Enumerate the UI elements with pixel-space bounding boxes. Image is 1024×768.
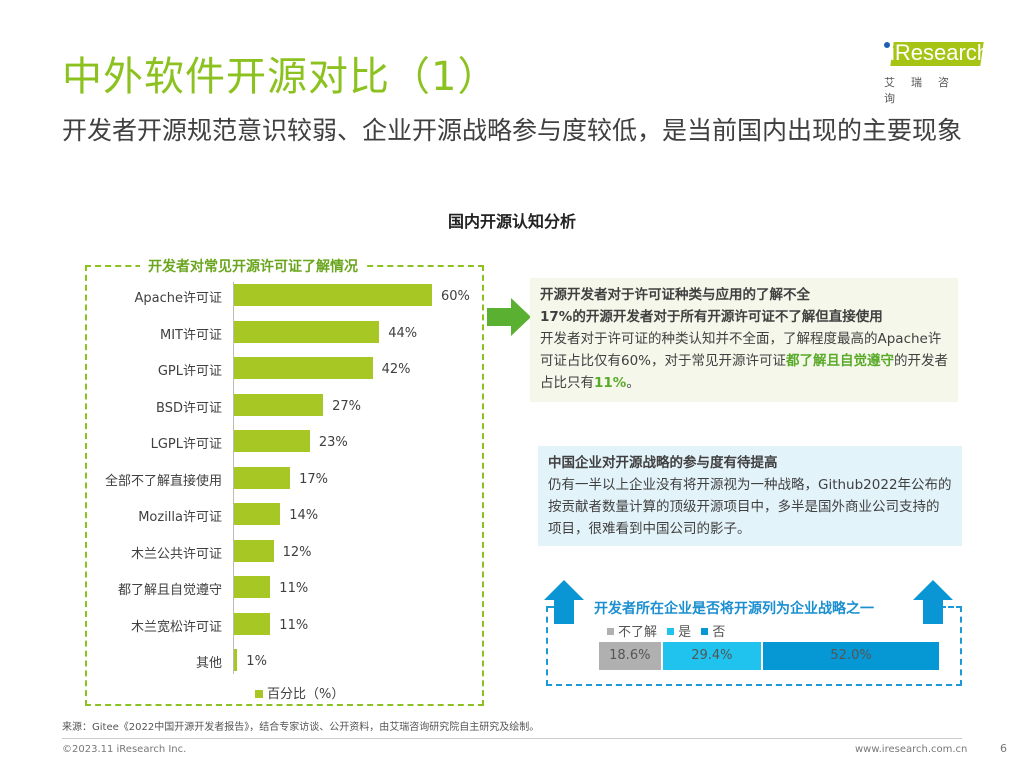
- stack-segment: 52.0%: [763, 642, 939, 670]
- category-label: Apache许可证: [134, 291, 223, 306]
- data-label: 23%: [318, 435, 348, 450]
- strategy-chart-title: 开发者所在企业是否将开源列为企业战略之一: [594, 601, 874, 617]
- category-label: LGPL许可证: [150, 437, 222, 452]
- arrow-up-icon: [544, 580, 584, 624]
- copyright: ©2023.11 iResearch Inc.: [62, 744, 187, 755]
- legend-swatch: [255, 690, 263, 698]
- arrow-up-icon: [913, 580, 953, 624]
- license-chart-title: 开发者对常见开源许可证了解情况: [140, 256, 366, 276]
- enterprise-insight-box: 中国企业对开源战略的参与度有待提高 仍有一半以上企业没有将开源视为一种战略，Gi…: [538, 446, 962, 546]
- website-link[interactable]: www.iresearch.com.cn: [855, 744, 968, 755]
- arrow-right-icon: [487, 298, 531, 336]
- data-label: 14%: [289, 508, 319, 523]
- category-label: GPL许可证: [157, 364, 222, 379]
- insight-body: 开发者对于许可证的种类认知并不全面，了解程度最高的Apache许可证占比仅有60…: [540, 328, 948, 394]
- frame-dash: [940, 606, 962, 608]
- data-label: 11%: [279, 581, 309, 596]
- data-label: 27%: [332, 398, 361, 414]
- data-label: 1%: [246, 654, 267, 669]
- body-text: 的开发者占比只有: [540, 353, 949, 391]
- chart-axis: [233, 282, 234, 674]
- bar: [234, 539, 274, 562]
- insight-line-2: 17%的开源开发者对于所有开源许可证不了解但直接使用: [540, 309, 883, 325]
- legend-swatch: [667, 628, 675, 635]
- logo-cn: 艾瑞咨询: [884, 76, 965, 105]
- data-label: 17%: [299, 471, 328, 487]
- enterprise-body: 仍有一半以上企业没有将开源视为一种战略，Github2022年公布的按贡献者数量…: [548, 477, 952, 537]
- page-title: 中外软件开源对比（1）: [62, 54, 499, 100]
- highlight-text: 都了解且自觉遵守: [786, 353, 895, 369]
- category-label: MIT许可证: [160, 327, 222, 343]
- body-text: 开发者对于许可证的种类认知并不全面，了解程度最高的Apache许可证占比仅有60…: [540, 331, 942, 369]
- category-label: BSD许可证: [156, 400, 222, 416]
- legend-swatch: [607, 628, 614, 635]
- category-label: 都了解且自觉遵守: [117, 583, 222, 598]
- bar: [234, 503, 281, 525]
- page-number: 6: [1000, 742, 1007, 755]
- bar: [234, 393, 324, 416]
- legend-label: 是: [678, 625, 692, 640]
- category-label: 全部不了解直接使用: [104, 473, 222, 489]
- highlight-value: 11%: [594, 375, 627, 391]
- legend-swatch: [701, 628, 709, 635]
- chart-legend: 百分比（%）: [255, 683, 344, 702]
- data-label: 11%: [279, 617, 309, 633]
- source-note: 来源：Gitee《2022中国开源开发者报告》，结合专家访谈、公开资料，由艾瑞咨…: [62, 722, 540, 733]
- category-label: 木兰宽松许可证: [130, 619, 222, 635]
- category-label: Mozilla许可证: [138, 510, 222, 525]
- strategy-chart-frame: [546, 606, 962, 686]
- stack-segment: 29.4%: [662, 642, 762, 670]
- bar: [234, 466, 291, 489]
- legend-label: 否: [712, 625, 726, 640]
- bar: [234, 357, 373, 379]
- frame-dash: [546, 606, 556, 608]
- bar: [234, 320, 380, 343]
- logo-text: iResearch: [890, 40, 990, 65]
- insight-line-1: 开源开发者对于许可证种类与应用的了解不全: [540, 287, 810, 303]
- legend-label: 不了解: [618, 625, 658, 640]
- license-insight-box: 开源开发者对于许可证种类与应用的了解不全 17%的开源开发者对于所有开源许可证不…: [530, 278, 958, 402]
- legend-label: 百分比（%）: [267, 687, 345, 702]
- bar: [234, 649, 238, 671]
- data-label: 42%: [381, 362, 411, 377]
- data-label: 12%: [282, 544, 312, 560]
- bar: [234, 576, 271, 598]
- page-subtitle: 开发者开源规范意识较弱、企业开源战略参与度较低，是当前国内出现的主要现象: [62, 116, 963, 145]
- bar: [234, 430, 310, 452]
- bar: [234, 612, 271, 635]
- bar: [234, 284, 432, 306]
- category-label: 其他: [195, 656, 222, 671]
- data-label: 60%: [441, 289, 470, 304]
- strategy-legend: 不了解 是 否: [607, 621, 725, 640]
- stack-segment: 18.6%: [599, 642, 661, 670]
- body-text: 。: [626, 375, 640, 391]
- category-label: 木兰公共许可证: [130, 546, 222, 562]
- footer-divider: [62, 738, 962, 739]
- section-title: 国内开源认知分析: [447, 212, 576, 231]
- logo-dot: [884, 42, 890, 48]
- data-label: 44%: [388, 325, 418, 341]
- iresearch-logo: iResearch 艾瑞咨询: [880, 36, 990, 105]
- enterprise-heading: 中国企业对开源战略的参与度有待提高: [548, 455, 778, 471]
